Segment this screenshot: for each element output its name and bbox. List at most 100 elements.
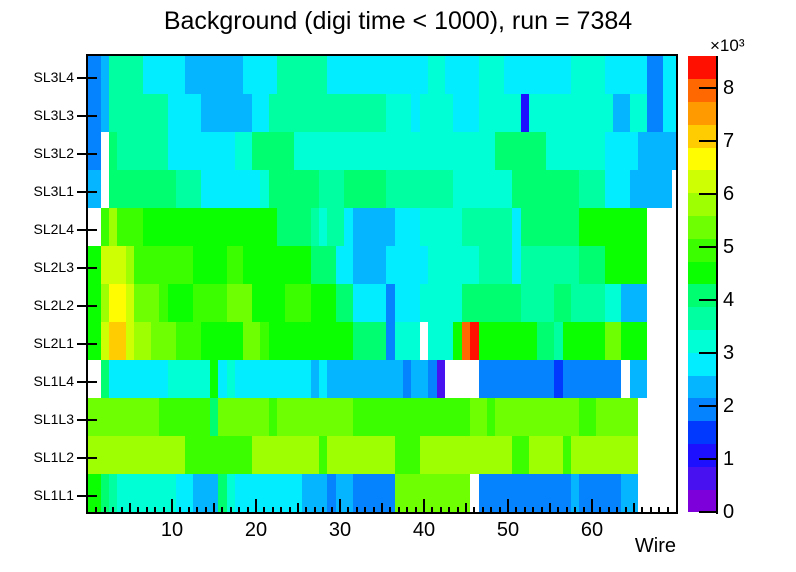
heatmap-cell xyxy=(209,398,219,436)
x-axis-tick xyxy=(271,507,274,512)
x-axis-tick xyxy=(221,507,224,512)
heatmap-cell xyxy=(88,398,160,436)
heatmap-cell xyxy=(520,284,555,322)
heatmap-cell xyxy=(352,208,395,246)
heatmap-cell xyxy=(243,246,311,284)
x-axis-tick xyxy=(658,507,661,512)
heatmap-cell xyxy=(159,398,210,436)
x-axis-tick xyxy=(154,507,157,512)
x-axis-tick xyxy=(263,507,266,512)
heatmap-cell xyxy=(117,474,177,512)
heatmap-cell xyxy=(218,360,227,398)
x-axis-tick xyxy=(213,503,215,512)
heatmap-cell xyxy=(293,132,496,170)
heatmap-cell xyxy=(478,56,504,94)
heatmap-cell xyxy=(88,56,101,94)
z-axis-tick-label: 7 xyxy=(723,129,735,152)
heatmap-cell xyxy=(125,436,143,474)
heatmap-cell xyxy=(562,322,605,360)
heatmap-cell xyxy=(646,94,664,132)
colorbar-band xyxy=(688,192,716,217)
z-axis-tick xyxy=(699,192,718,195)
colorbar-band xyxy=(688,398,716,422)
heatmap-cell xyxy=(125,246,135,284)
heatmap-cell xyxy=(100,246,126,284)
heatmap-cell xyxy=(461,322,471,360)
colorbar-band xyxy=(688,261,716,285)
heatmap-cell xyxy=(419,208,462,246)
heatmap-cell xyxy=(613,94,630,132)
y-axis-tick xyxy=(77,305,97,307)
x-axis-tick xyxy=(582,507,585,512)
x-axis-tick xyxy=(448,507,451,512)
heatmap-cell xyxy=(352,398,471,436)
heatmap-cell xyxy=(310,284,336,322)
heatmap-cell xyxy=(260,170,269,208)
x-axis-tick-label: 10 xyxy=(160,519,184,541)
heatmap-cell xyxy=(571,56,605,94)
heatmap-cell xyxy=(226,360,235,398)
x-axis-tick xyxy=(574,507,577,512)
x-axis-tick xyxy=(406,507,409,512)
heatmap-cell xyxy=(604,170,630,208)
heatmap-cell xyxy=(134,284,160,322)
heatmap-cell xyxy=(453,322,462,360)
heatmap-cell xyxy=(319,208,328,246)
heatmap-cell xyxy=(327,474,336,512)
heatmap-cell xyxy=(344,208,353,246)
y-axis-label: SL3L3 xyxy=(33,107,74,123)
heatmap-cell xyxy=(436,360,445,398)
heatmap-cell xyxy=(117,132,168,170)
y-axis-label: SL2L1 xyxy=(33,335,74,351)
heatmap-cell xyxy=(100,322,109,360)
heatmap-cell xyxy=(394,474,471,512)
heatmap-cell xyxy=(646,56,664,94)
y-axis-label: SL1L1 xyxy=(33,487,74,503)
heatmap-cell xyxy=(453,170,513,208)
z-axis-tick-label: 2 xyxy=(723,395,735,417)
x-axis-tick xyxy=(641,507,644,512)
x-axis-tick xyxy=(305,507,308,512)
x-axis-tick xyxy=(498,507,501,512)
color-scale-bar xyxy=(688,56,716,513)
heatmap-cell xyxy=(251,436,319,474)
y-axis-tick xyxy=(77,495,97,497)
x-axis-tick xyxy=(599,507,602,512)
heatmap-cell xyxy=(277,398,353,436)
x-axis-tick xyxy=(129,503,131,512)
x-axis-tick xyxy=(137,507,140,512)
heatmap-cell xyxy=(461,208,513,246)
heatmap-cell xyxy=(88,284,101,322)
heatmap-cell xyxy=(604,322,622,360)
heatmap-cell xyxy=(142,56,185,94)
heatmap-cell xyxy=(100,474,109,512)
heatmap-cell xyxy=(571,474,580,512)
heatmap-cell xyxy=(520,246,580,284)
heatmap-cell xyxy=(193,284,227,322)
z-axis-tick-label: 4 xyxy=(723,288,735,311)
heatmap-plot-area xyxy=(88,56,676,512)
heatmap-cell xyxy=(88,246,101,284)
heatmap-cell xyxy=(88,322,101,360)
heatmap-cell xyxy=(571,436,639,474)
x-axis-tick xyxy=(162,507,165,512)
heatmap-cell xyxy=(478,322,521,360)
heatmap-cell xyxy=(159,246,193,284)
heatmap-cell xyxy=(125,284,135,322)
x-axis-tick xyxy=(633,503,635,512)
x-axis-tick xyxy=(187,507,190,512)
x-axis-tick xyxy=(649,507,652,512)
colorbar-band xyxy=(688,238,716,262)
x-axis-tick xyxy=(389,507,392,512)
x-axis-tick xyxy=(557,507,560,512)
heatmap-cell xyxy=(428,322,454,360)
x-axis-tick-label: 60 xyxy=(580,519,604,541)
heatmap-cell xyxy=(251,208,277,246)
heatmap-cell xyxy=(268,398,277,436)
x-axis-tick xyxy=(456,507,459,512)
x-axis-tick xyxy=(473,507,476,512)
heatmap-cell xyxy=(604,132,639,170)
z-axis-tick xyxy=(699,86,718,89)
x-axis-tick xyxy=(112,507,115,512)
colorbar-band xyxy=(688,101,716,125)
